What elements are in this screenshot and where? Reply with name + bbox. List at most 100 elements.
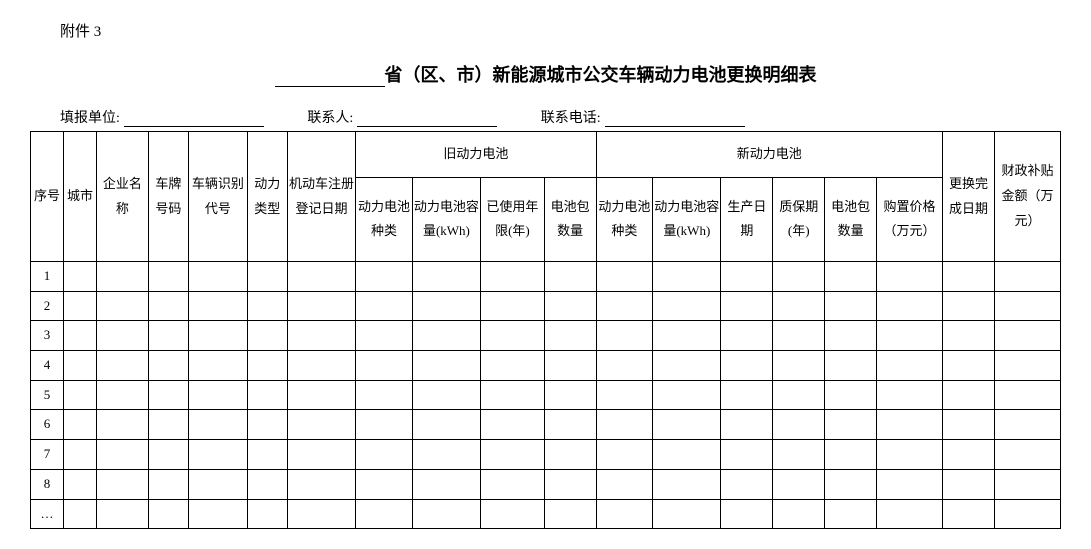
cell-empty bbox=[356, 440, 413, 470]
cell-empty bbox=[148, 262, 188, 292]
cell-empty bbox=[721, 291, 773, 321]
cell-empty bbox=[773, 262, 825, 292]
th-subsidy: 财政补贴金额（万元） bbox=[994, 132, 1060, 262]
cell-empty bbox=[481, 321, 545, 351]
cell-seq: 6 bbox=[31, 410, 64, 440]
cell-empty bbox=[773, 380, 825, 410]
cell-empty bbox=[877, 410, 943, 440]
cell-empty bbox=[994, 351, 1060, 381]
title-blank-province bbox=[275, 67, 385, 87]
cell-empty bbox=[653, 380, 721, 410]
cell-empty bbox=[412, 380, 480, 410]
cell-empty bbox=[412, 499, 480, 529]
cell-empty bbox=[188, 469, 247, 499]
cell-empty bbox=[63, 440, 96, 470]
table-row: 5 bbox=[31, 380, 1061, 410]
cell-empty bbox=[247, 351, 287, 381]
cell-empty bbox=[481, 469, 545, 499]
cell-empty bbox=[825, 291, 877, 321]
cell-empty bbox=[63, 262, 96, 292]
cell-empty bbox=[653, 410, 721, 440]
cell-empty bbox=[287, 380, 355, 410]
cell-empty bbox=[877, 262, 943, 292]
th-old-pack-count: 电池包数量 bbox=[544, 177, 596, 261]
cell-empty bbox=[96, 499, 148, 529]
reporter-label: 填报单位: bbox=[60, 111, 120, 126]
table-body: 12345678… bbox=[31, 262, 1061, 529]
table-row: … bbox=[31, 499, 1061, 529]
table-row: 4 bbox=[31, 351, 1061, 381]
cell-empty bbox=[481, 499, 545, 529]
cell-empty bbox=[721, 410, 773, 440]
cell-empty bbox=[63, 351, 96, 381]
table-row: 3 bbox=[31, 321, 1061, 351]
cell-empty bbox=[356, 469, 413, 499]
cell-empty bbox=[287, 321, 355, 351]
page-title: 省（区、市）新能源城市公交车辆动力电池更换明细表 bbox=[30, 61, 1061, 87]
cell-empty bbox=[356, 321, 413, 351]
cell-empty bbox=[188, 262, 247, 292]
cell-empty bbox=[825, 410, 877, 440]
cell-empty bbox=[63, 499, 96, 529]
cell-empty bbox=[148, 440, 188, 470]
th-enterprise: 企业名称 bbox=[96, 132, 148, 262]
cell-empty bbox=[287, 262, 355, 292]
cell-empty bbox=[773, 351, 825, 381]
cell-empty bbox=[596, 291, 653, 321]
th-warranty: 质保期(年) bbox=[773, 177, 825, 261]
cell-empty bbox=[943, 469, 995, 499]
cell-empty bbox=[148, 410, 188, 440]
cell-empty bbox=[148, 291, 188, 321]
cell-empty bbox=[653, 351, 721, 381]
table-row: 7 bbox=[31, 440, 1061, 470]
cell-empty bbox=[481, 410, 545, 440]
cell-empty bbox=[96, 469, 148, 499]
th-old-battery-group: 旧动力电池 bbox=[356, 132, 596, 178]
cell-empty bbox=[96, 262, 148, 292]
cell-empty bbox=[96, 410, 148, 440]
cell-empty bbox=[773, 469, 825, 499]
cell-empty bbox=[148, 351, 188, 381]
cell-empty bbox=[994, 321, 1060, 351]
cell-empty bbox=[653, 321, 721, 351]
cell-empty bbox=[63, 410, 96, 440]
cell-empty bbox=[825, 351, 877, 381]
cell-empty bbox=[412, 410, 480, 440]
cell-empty bbox=[721, 469, 773, 499]
cell-empty bbox=[653, 499, 721, 529]
cell-empty bbox=[596, 469, 653, 499]
cell-empty bbox=[356, 291, 413, 321]
cell-empty bbox=[596, 262, 653, 292]
cell-seq: … bbox=[31, 499, 64, 529]
cell-empty bbox=[96, 351, 148, 381]
cell-empty bbox=[544, 499, 596, 529]
cell-seq: 3 bbox=[31, 321, 64, 351]
cell-empty bbox=[96, 291, 148, 321]
cell-empty bbox=[943, 410, 995, 440]
cell-empty bbox=[544, 440, 596, 470]
th-new-battery-type: 动力电池种类 bbox=[596, 177, 653, 261]
cell-seq: 8 bbox=[31, 469, 64, 499]
cell-empty bbox=[356, 499, 413, 529]
cell-empty bbox=[994, 499, 1060, 529]
cell-empty bbox=[773, 499, 825, 529]
table-row: 2 bbox=[31, 291, 1061, 321]
cell-empty bbox=[63, 380, 96, 410]
title-text: 省（区、市）新能源城市公交车辆动力电池更换明细表 bbox=[385, 65, 817, 85]
detail-table: 序号 城市 企业名称 车牌号码 车辆识别代号 动力类型 机动车注册登记日期 旧动… bbox=[30, 131, 1061, 529]
cell-empty bbox=[653, 469, 721, 499]
cell-empty bbox=[148, 469, 188, 499]
cell-empty bbox=[247, 469, 287, 499]
cell-empty bbox=[412, 291, 480, 321]
cell-empty bbox=[544, 262, 596, 292]
table-row: 6 bbox=[31, 410, 1061, 440]
cell-empty bbox=[544, 351, 596, 381]
cell-empty bbox=[877, 469, 943, 499]
cell-empty bbox=[412, 321, 480, 351]
cell-empty bbox=[247, 291, 287, 321]
cell-empty bbox=[412, 351, 480, 381]
cell-empty bbox=[96, 440, 148, 470]
cell-empty bbox=[188, 321, 247, 351]
cell-empty bbox=[877, 351, 943, 381]
cell-empty bbox=[481, 351, 545, 381]
